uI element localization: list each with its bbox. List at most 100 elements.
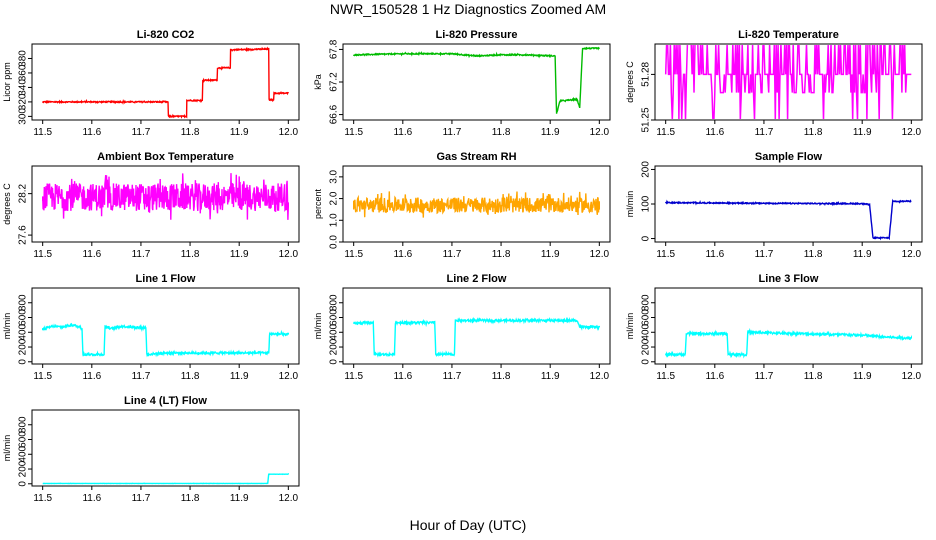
y-axis-label: ml/min: [625, 313, 635, 340]
y-tick-label: 800: [18, 416, 29, 433]
y-tick-label: 400: [18, 323, 29, 340]
y-tick-label: 0: [18, 481, 29, 487]
x-tick-label: 11.7: [755, 249, 774, 260]
series-line: [353, 316, 600, 358]
plot-frame: [31, 43, 300, 121]
x-tick-label: 11.9: [230, 493, 249, 504]
series-line: [665, 327, 912, 359]
x-tick-label: 11.8: [492, 249, 511, 260]
x-tick-label: 11.8: [804, 371, 823, 382]
x-tick-label: 11.6: [393, 249, 412, 260]
plot-frame: [31, 165, 300, 243]
y-tick-label: 600: [18, 431, 29, 448]
x-tick-label: 11.5: [656, 249, 675, 260]
y-tick-label: 0.0: [329, 235, 340, 249]
plot-frame: [31, 409, 300, 487]
panel-title: Li-820 Pressure: [436, 29, 518, 41]
y-tick-label: 27.6: [18, 225, 29, 245]
panel-4: Ambient Box Temperature degrees C 11.5 11.6…: [2, 151, 300, 260]
y-tick-label: 2.0: [329, 191, 340, 205]
y-tick-label: 0: [641, 359, 652, 365]
series-line: [353, 191, 600, 218]
series-line: [353, 46, 600, 114]
y-axis-label: ml/min: [2, 313, 12, 340]
y-tick-label: 600: [641, 309, 652, 326]
x-tick-label: 11.9: [230, 127, 249, 138]
x-tick-label: 11.7: [443, 249, 462, 260]
plot-frame: [31, 287, 300, 365]
x-tick-label: 11.6: [82, 249, 101, 260]
x-tick-label: 12.0: [590, 127, 610, 138]
x-tick-label: 11.9: [541, 249, 560, 260]
series-line: [665, 198, 912, 241]
x-tick-label: 12.0: [902, 249, 922, 260]
panel-title: Line 1 Flow: [136, 273, 196, 285]
plot-frame: [654, 165, 923, 243]
x-axis-label: Hour of Day (UTC): [409, 517, 527, 533]
x-tick-label: 11.9: [541, 127, 560, 138]
x-tick-label: 12.0: [279, 127, 299, 138]
y-axis-label: degrees C: [625, 61, 635, 103]
y-tick-label: 800: [18, 294, 29, 311]
y-tick-label: 600: [18, 309, 29, 326]
y-tick-label: 28.2: [18, 183, 29, 203]
y-tick-label: 66.6: [329, 104, 340, 124]
y-tick-label: 51.25: [641, 107, 652, 132]
y-axis-label: percent: [313, 188, 323, 219]
x-tick-label: 11.8: [492, 371, 511, 382]
y-tick-label: 0: [329, 359, 340, 365]
y-tick-label: 0: [18, 359, 29, 365]
x-tick-label: 12.0: [279, 249, 299, 260]
series-line: [42, 472, 289, 485]
y-tick-label: 0: [641, 235, 652, 241]
plot-frame: [342, 165, 611, 243]
y-tick-label: 300: [18, 108, 29, 125]
y-tick-label: 67.2: [329, 72, 340, 92]
series-line: [664, 45, 912, 119]
x-tick-label: 11.5: [33, 127, 52, 138]
x-tick-label: 11.7: [132, 493, 151, 504]
series-line: [42, 322, 289, 358]
x-tick-label: 11.7: [132, 249, 151, 260]
x-tick-label: 12.0: [279, 493, 299, 504]
series-line: [42, 173, 289, 220]
y-tick-label: 200: [18, 338, 29, 355]
plot-frame: [342, 43, 611, 121]
x-tick-label: 12.0: [279, 371, 299, 382]
x-tick-label: 11.9: [853, 249, 872, 260]
x-tick-label: 11.6: [705, 127, 724, 138]
x-tick-label: 11.9: [541, 371, 560, 382]
panel-title: Line 3 Flow: [759, 273, 819, 285]
panel-title: Line 2 Flow: [447, 273, 507, 285]
y-tick-label: 400: [641, 323, 652, 340]
x-tick-label: 11.7: [443, 371, 462, 382]
x-tick-label: 11.5: [33, 371, 52, 382]
plot-frame: [654, 287, 923, 365]
y-tick-label: 800: [329, 294, 340, 311]
y-tick-label: 200: [641, 161, 652, 178]
x-tick-label: 11.9: [853, 127, 872, 138]
x-tick-label: 11.8: [181, 249, 200, 260]
y-tick-label: 400: [329, 323, 340, 340]
x-tick-label: 11.8: [804, 249, 823, 260]
y-tick-label: 200: [641, 338, 652, 355]
series-line: [42, 46, 289, 119]
panel-title: Sample Flow: [755, 151, 823, 163]
y-tick-label: 3.0: [329, 169, 340, 183]
x-tick-label: 11.8: [181, 127, 200, 138]
plot-frame: [654, 43, 923, 121]
panel-title: Li-820 Temperature: [738, 29, 839, 41]
x-tick-label: 11.8: [492, 127, 511, 138]
x-tick-label: 11.7: [755, 371, 774, 382]
panel-title: Gas Stream RH: [436, 151, 516, 163]
x-tick-label: 12.0: [590, 249, 610, 260]
y-tick-label: 200: [18, 460, 29, 477]
y-tick-label: 380: [18, 50, 29, 67]
x-tick-label: 11.7: [132, 127, 151, 138]
panel-title: Li-820 CO2: [137, 29, 194, 41]
panel-7: Line 1 Flow ml/min 11.5 11.6 11.7 11.8 11.9 12.…: [2, 273, 300, 382]
y-tick-label: 51.28: [641, 61, 652, 86]
x-tick-label: 11.9: [230, 249, 249, 260]
panel-title: Line 4 (LT) Flow: [124, 395, 207, 407]
panel-title: Ambient Box Temperature: [97, 151, 234, 163]
